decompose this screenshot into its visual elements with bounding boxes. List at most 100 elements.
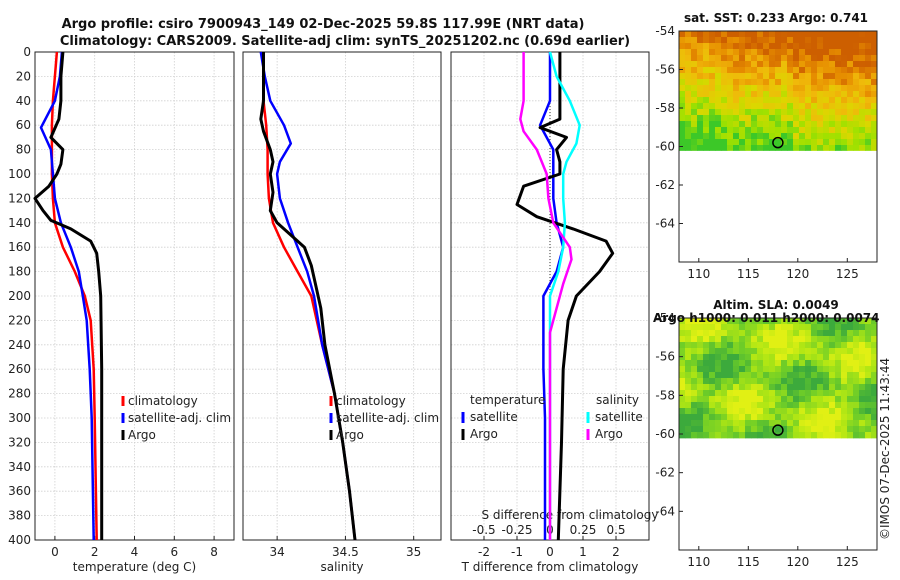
map-cell	[859, 432, 866, 439]
map-cell	[787, 414, 794, 421]
map-cell	[733, 31, 740, 38]
map-cell	[859, 336, 866, 343]
map-cell	[727, 109, 734, 116]
map-cell	[775, 426, 782, 433]
map-cell	[847, 420, 854, 427]
map-cell	[841, 360, 848, 367]
map-cell	[871, 342, 878, 349]
map-cell	[781, 318, 788, 325]
map-cell	[847, 133, 854, 140]
map-cell	[739, 348, 746, 355]
map-cell	[817, 145, 824, 151]
map-cell	[745, 103, 752, 110]
map-cell	[823, 366, 830, 373]
map-cell	[697, 91, 704, 98]
map-cell	[739, 414, 746, 421]
map-cell	[733, 139, 740, 146]
x-tick-label: 120	[786, 555, 809, 569]
map-cell	[751, 354, 758, 361]
map-cell	[721, 73, 728, 80]
map-cell	[691, 366, 698, 373]
map-cell	[823, 79, 830, 86]
map-cell	[709, 61, 716, 68]
map-cell	[709, 372, 716, 379]
x-tick-label: 120	[786, 267, 809, 281]
map-cell	[751, 103, 758, 110]
argo-location-marker	[772, 424, 784, 436]
map-cell	[739, 390, 746, 397]
map-cell	[745, 145, 752, 151]
map-cell	[841, 330, 848, 337]
map-cell	[799, 378, 806, 385]
map-cell	[727, 432, 734, 439]
map-cell	[853, 97, 860, 104]
map-cell	[733, 127, 740, 134]
map-cell	[787, 127, 794, 134]
map-cell	[703, 390, 710, 397]
map-cell	[829, 103, 836, 110]
map-cell	[799, 408, 806, 415]
map-cell	[709, 360, 716, 367]
map-cell	[871, 43, 878, 50]
map-cell	[841, 372, 848, 379]
map-cell	[853, 103, 860, 110]
map-cell	[865, 49, 872, 56]
map-cell	[847, 342, 854, 349]
legend-title-salinity: salinity	[596, 393, 639, 407]
map-cell	[781, 366, 788, 373]
map-cell	[697, 420, 704, 427]
map-cell	[763, 396, 770, 403]
y-tick-label: -60	[655, 427, 675, 441]
map-cell	[757, 121, 764, 128]
map-cell	[721, 336, 728, 343]
map-cell	[775, 103, 782, 110]
map-cell	[751, 67, 758, 74]
map-cell	[841, 384, 848, 391]
map-cell	[715, 402, 722, 409]
map-cell	[745, 384, 752, 391]
map-cell	[865, 97, 872, 104]
map-cell	[775, 49, 782, 56]
map-cell	[685, 145, 692, 151]
map-cell	[679, 336, 686, 343]
map-cell	[781, 31, 788, 38]
map-cell	[787, 103, 794, 110]
map-cell	[781, 342, 788, 349]
map-cell	[799, 414, 806, 421]
map-cell	[769, 318, 776, 325]
map-cell	[721, 432, 728, 439]
map-cell	[793, 348, 800, 355]
map-cell	[733, 121, 740, 128]
map-cell	[841, 49, 848, 56]
map-cell	[865, 73, 872, 80]
map-cell	[739, 336, 746, 343]
map-cell	[733, 378, 740, 385]
map-cell	[793, 384, 800, 391]
map-cell	[781, 97, 788, 104]
map-cell	[775, 372, 782, 379]
legend: climatology satellite-adj. clim Argo	[121, 394, 231, 442]
y-tick-label: -60	[655, 140, 675, 154]
map-cell	[691, 121, 698, 128]
map-cell	[805, 145, 812, 151]
map-cell	[757, 109, 764, 116]
map-cell	[697, 61, 704, 68]
map-cell	[709, 79, 716, 86]
map-cell	[733, 133, 740, 140]
map-cell	[751, 402, 758, 409]
map-cell	[835, 324, 842, 331]
map-cell	[715, 324, 722, 331]
map-cell	[763, 336, 770, 343]
map-cell	[823, 432, 830, 439]
map-cell	[763, 366, 770, 373]
map-cell	[787, 354, 794, 361]
x-tick-label: 8	[210, 545, 218, 559]
map-cell	[763, 61, 770, 68]
map-cell	[751, 37, 758, 44]
map-cell	[865, 133, 872, 140]
map-cell	[763, 402, 770, 409]
map-cell	[793, 91, 800, 98]
map-cell	[787, 37, 794, 44]
map-cell	[739, 396, 746, 403]
map-cell	[721, 121, 728, 128]
